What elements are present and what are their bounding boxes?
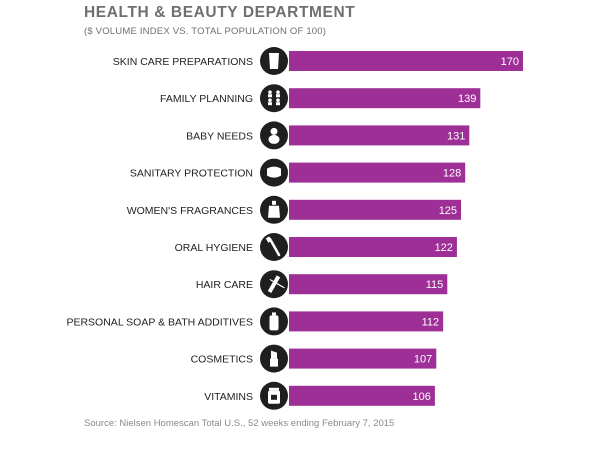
bar	[289, 311, 444, 332]
value-label: 139	[458, 93, 476, 105]
category-label: SANITARY PROTECTION	[130, 168, 253, 180]
bar	[289, 385, 435, 406]
value-label: 125	[439, 205, 457, 217]
category-label: PERSONAL SOAP & BATH ADDITIVES	[66, 316, 253, 328]
value-label: 115	[426, 279, 444, 291]
category-label: VITAMINS	[204, 391, 253, 403]
category-label: COSMETICS	[191, 354, 253, 366]
category-label: FAMILY PLANNING	[160, 93, 253, 105]
bar	[289, 199, 462, 220]
lotion-bottle-icon	[260, 47, 288, 75]
category-label: SKIN CARE PREPARATIONS	[113, 56, 253, 68]
lipstick-icon	[260, 344, 288, 373]
vitamin-jar-icon	[260, 381, 288, 410]
bar	[289, 88, 481, 109]
category-label: BABY NEEDS	[186, 130, 253, 142]
bar	[289, 51, 523, 71]
category-label: WOMEN'S FRAGRANCES	[127, 205, 253, 217]
source-note: Source: Nielsen Homescan Total U.S., 52 …	[84, 418, 395, 429]
bar	[289, 162, 466, 183]
family-icon	[260, 84, 288, 113]
toothbrush-icon	[260, 233, 288, 261]
value-label: 112	[422, 316, 440, 328]
value-label: 122	[435, 242, 453, 254]
perfume-icon	[260, 195, 288, 224]
category-label: ORAL HYGIENE	[175, 242, 253, 254]
value-label: 128	[443, 168, 461, 180]
bar	[289, 125, 470, 146]
value-label: 170	[501, 56, 519, 68]
chart-subtitle: ($ VOLUME INDEX VS. TOTAL POPULATION OF …	[84, 26, 327, 37]
value-label: 107	[414, 354, 432, 366]
chart-title: HEALTH & BEAUTY DEPARTMENT	[84, 4, 356, 21]
value-label: 131	[447, 130, 465, 142]
bar	[289, 274, 448, 295]
value-label: 106	[413, 391, 431, 403]
baby-icon	[260, 121, 288, 150]
bar	[289, 348, 437, 369]
category-label: HAIR CARE	[196, 279, 253, 291]
bar	[289, 237, 457, 257]
sanitary-pad-icon	[260, 158, 288, 187]
comb-icon	[260, 270, 288, 299]
soap-bottle-icon	[260, 307, 288, 336]
